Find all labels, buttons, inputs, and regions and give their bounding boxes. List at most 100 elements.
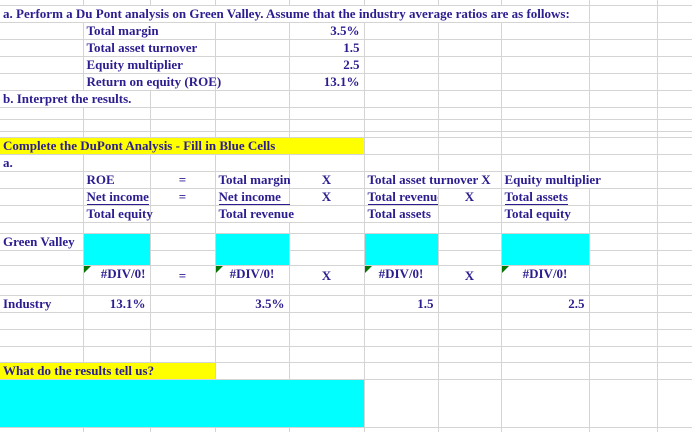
empty-cell	[150, 107, 216, 120]
empty-cell	[289, 107, 365, 120]
formula-term-equity-multiplier[interactable]: Equity multiplier	[501, 171, 658, 189]
empty-cell	[215, 154, 290, 172]
empty-cell	[150, 205, 216, 223]
empty-cell	[589, 284, 658, 296]
part-label-cell[interactable]: a.	[0, 154, 84, 172]
error-cell-equity-multiplier[interactable]: #DIV/0!	[501, 265, 590, 285]
question-banner-cell[interactable]: What do the results tell us?	[0, 362, 216, 380]
empty-cell	[501, 73, 590, 91]
empty-cell	[150, 250, 216, 266]
empty-cell	[0, 73, 84, 91]
empty-cell	[150, 312, 216, 330]
empty-cell	[83, 284, 151, 296]
industry-roe-value[interactable]: 13.1%	[83, 295, 151, 313]
empty-cell	[289, 362, 365, 380]
empty-cell	[589, 250, 658, 266]
result-equals-sign[interactable]: =	[150, 265, 216, 285]
input-cell-total-asset-turnover[interactable]	[364, 233, 439, 266]
empty-cell	[589, 222, 658, 234]
empty-cell	[657, 346, 692, 363]
formula-times-sign-1[interactable]: X	[289, 171, 365, 189]
industry-equity-multiplier-value[interactable]: 2.5	[501, 295, 590, 313]
formula-term-total-asset-turnover[interactable]: Total asset turnover X	[364, 171, 502, 189]
assumption-value-total-asset-turnover[interactable]: 1.5	[289, 39, 365, 57]
result-times-sign-1[interactable]: X	[289, 265, 365, 285]
empty-cell	[438, 233, 502, 251]
empty-cell	[364, 329, 439, 347]
empty-cell	[589, 39, 658, 57]
empty-cell	[289, 329, 365, 347]
fraction-denominator-total-equity[interactable]: Total equity	[501, 205, 590, 223]
formula-times-sign-2[interactable]: X	[289, 188, 365, 206]
assumption-value-roe[interactable]: 13.1%	[289, 73, 365, 91]
empty-cell	[215, 222, 290, 234]
assumption-label-total-asset-turnover[interactable]: Total asset turnover	[83, 39, 216, 57]
empty-cell	[589, 154, 658, 172]
empty-cell	[438, 312, 502, 330]
fraction-numerator-net-income-lhs[interactable]: Net income	[83, 188, 151, 206]
formula-equals-sign[interactable]: =	[150, 171, 216, 189]
empty-cell	[364, 56, 439, 74]
empty-cell	[0, 171, 84, 189]
empty-cell	[289, 0, 365, 6]
green-valley-label[interactable]: Green Valley	[0, 233, 84, 251]
assumption-value-equity-multiplier[interactable]: 2.5	[289, 56, 365, 74]
empty-cell	[215, 107, 290, 120]
fraction-denominator-total-revenue[interactable]: Total revenue	[215, 205, 365, 223]
empty-cell	[364, 137, 439, 155]
empty-cell	[657, 205, 692, 223]
fraction-denominator-total-assets[interactable]: Total assets	[364, 205, 439, 223]
input-cell-equity-multiplier[interactable]	[501, 233, 590, 266]
empty-cell	[215, 131, 290, 138]
empty-cell	[501, 329, 590, 347]
empty-cell	[83, 222, 151, 234]
industry-total-asset-turnover-value[interactable]: 1.5	[364, 295, 439, 313]
assumption-label-equity-multiplier[interactable]: Equity multiplier	[83, 56, 216, 74]
empty-cell	[150, 154, 216, 172]
error-cell-total-margin[interactable]: #DIV/0!	[215, 265, 290, 285]
industry-label[interactable]: Industry	[0, 295, 84, 313]
empty-cell	[0, 188, 84, 206]
fraction-denominator-total-equity-lhs[interactable]: Total equity	[83, 205, 153, 223]
empty-cell	[438, 205, 502, 223]
empty-cell	[438, 379, 502, 428]
instruction-b-cell[interactable]: b. Interpret the results.	[0, 90, 151, 108]
empty-cell	[438, 250, 502, 266]
formula-equals-sign-2[interactable]: =	[150, 188, 216, 206]
empty-cell	[364, 119, 439, 132]
error-cell-roe[interactable]: #DIV/0!	[83, 265, 151, 285]
formula-times-sign-3[interactable]: X	[438, 188, 502, 206]
empty-cell	[289, 284, 365, 296]
assumption-label-total-margin[interactable]: Total margin	[83, 22, 216, 40]
empty-cell	[657, 295, 692, 313]
empty-cell	[438, 295, 502, 313]
empty-cell	[589, 137, 658, 155]
fraction-numerator-net-income[interactable]: Net income	[215, 188, 290, 206]
error-cell-total-asset-turnover[interactable]: #DIV/0!	[364, 265, 439, 285]
empty-cell	[0, 107, 84, 120]
answer-input-cell[interactable]	[0, 379, 365, 428]
empty-cell	[438, 0, 502, 6]
formula-roe-label[interactable]: ROE	[83, 171, 151, 189]
input-cell-roe[interactable]	[83, 233, 151, 266]
empty-cell	[0, 131, 84, 138]
assumption-value-total-margin[interactable]: 3.5%	[289, 22, 365, 40]
fraction-numerator-total-assets[interactable]: Total assets	[501, 188, 590, 206]
empty-cell	[501, 22, 590, 40]
result-times-sign-2[interactable]: X	[438, 265, 502, 285]
empty-cell	[438, 107, 502, 120]
empty-cell	[589, 5, 658, 23]
empty-cell	[364, 154, 439, 172]
industry-total-margin-value[interactable]: 3.5%	[215, 295, 290, 313]
task-banner-cell[interactable]: Complete the DuPont Analysis - Fill in B…	[0, 137, 365, 155]
input-cell-total-margin[interactable]	[215, 233, 290, 266]
assumption-label-roe[interactable]: Return on equity (ROE)	[83, 73, 221, 91]
empty-cell	[0, 329, 84, 347]
empty-cell	[0, 284, 84, 296]
fraction-numerator-total-revenue[interactable]: Total revenue	[364, 188, 439, 206]
empty-cell	[0, 205, 84, 223]
empty-cell	[438, 131, 502, 138]
empty-cell	[150, 131, 216, 138]
formula-term-total-margin[interactable]: Total margin	[215, 171, 291, 189]
instruction-a-cell[interactable]: a. Perform a Du Pont analysis on Green V…	[0, 5, 590, 23]
